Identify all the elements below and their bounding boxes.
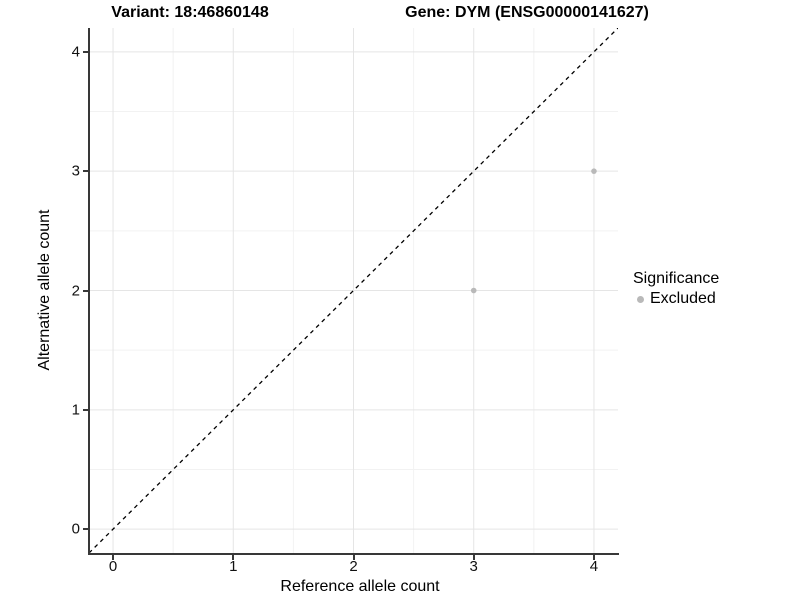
y-tick-mark: [83, 408, 88, 411]
y-tick-mark: [83, 50, 88, 53]
y-tick-mark: [83, 289, 88, 292]
x-axis-title: Reference allele count: [280, 578, 440, 595]
data-point: [591, 168, 597, 174]
legend-item-excluded: Excluded: [633, 290, 719, 308]
x-tick-mark: [592, 555, 595, 560]
x-tick-label: 1: [229, 558, 238, 575]
x-tick-label: 0: [108, 558, 118, 575]
plot-area: [89, 28, 618, 553]
y-tick-mark: [83, 528, 88, 531]
plot-title-gene: Gene: DYM (ENSG00000141627): [405, 4, 649, 21]
legend: Significance Excluded: [633, 270, 719, 308]
x-tick-mark: [112, 555, 115, 560]
y-tick-label: 2: [71, 282, 80, 299]
x-tick-label: 2: [349, 558, 358, 575]
y-tick-label: 1: [71, 401, 80, 419]
excluded-point-swatch: [637, 295, 644, 303]
x-axis-line: [88, 553, 619, 555]
x-tick-mark: [232, 555, 235, 560]
x-tick-mark: [472, 555, 475, 560]
y-axis-title: Alternative allele count: [36, 209, 53, 371]
y-axis-line: [88, 28, 90, 555]
y-tick-mark: [83, 170, 88, 173]
legend-title: Significance: [633, 270, 720, 287]
y-tick-label: 4: [71, 43, 80, 61]
data-point: [470, 287, 477, 294]
x-tick-mark: [352, 555, 355, 560]
x-tick-label: 4: [589, 558, 599, 575]
x-tick-label: 3: [469, 558, 478, 575]
y-tick-label: 3: [71, 162, 80, 180]
legend-item-label: Excluded: [650, 290, 716, 307]
y-tick-label: 0: [71, 520, 80, 538]
plot-title-variant: Variant: 18:46860148: [111, 4, 269, 21]
